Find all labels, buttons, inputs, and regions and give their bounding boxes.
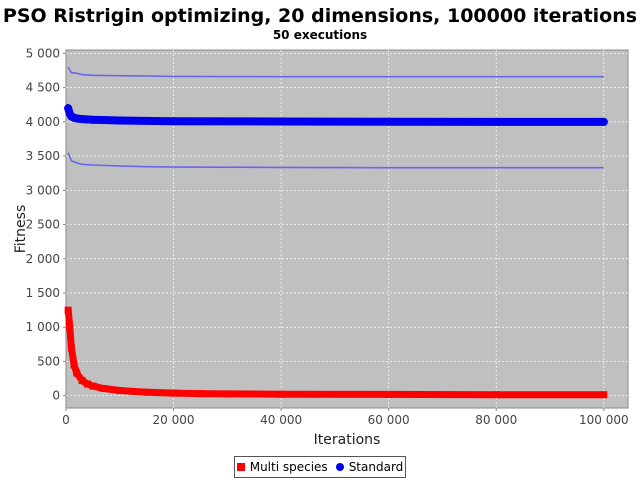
y-tick-label: 1 500 bbox=[26, 286, 60, 300]
chart-title: PSO Ristrigin optimizing, 20 dimensions,… bbox=[3, 5, 637, 27]
data-point-standard bbox=[78, 115, 87, 124]
plot-area bbox=[65, 49, 629, 409]
data-point-multi-species bbox=[223, 390, 231, 398]
data-point-multi-species bbox=[492, 391, 500, 399]
data-point-standard bbox=[169, 117, 178, 126]
data-point-multi-species bbox=[89, 382, 97, 390]
data-point-multi-species bbox=[67, 344, 75, 352]
data-point-standard bbox=[115, 116, 124, 125]
y-tick-label: 5 000 bbox=[26, 46, 60, 60]
x-tick-label: 40 000 bbox=[260, 413, 302, 427]
legend-item-multi-species: Multi species bbox=[236, 460, 328, 474]
y-tick-label: 3 500 bbox=[26, 149, 60, 163]
data-point-multi-species bbox=[73, 369, 81, 377]
x-tick-label: 0 bbox=[62, 413, 70, 427]
data-point-multi-species bbox=[600, 391, 608, 399]
data-point-standard bbox=[384, 117, 393, 126]
red-square-icon bbox=[236, 463, 245, 471]
data-point-multi-species bbox=[64, 306, 72, 314]
data-point-standard bbox=[492, 117, 501, 126]
data-point-standard bbox=[599, 117, 608, 126]
y-axis-label: Fitness bbox=[13, 205, 29, 254]
y-tick-label: 2 500 bbox=[26, 218, 60, 232]
x-tick-label: 80 000 bbox=[475, 413, 517, 427]
data-point-standard bbox=[277, 117, 286, 126]
y-tick-label: 1 000 bbox=[26, 320, 60, 334]
data-point-multi-species bbox=[100, 384, 108, 392]
legend-label-standard: Standard bbox=[348, 460, 404, 474]
bound-line bbox=[67, 66, 604, 78]
y-tick-label: 3 000 bbox=[26, 183, 60, 197]
y-tick-label: 2 000 bbox=[26, 252, 60, 266]
x-tick-label: 60 000 bbox=[368, 413, 410, 427]
data-point-multi-species bbox=[66, 323, 74, 331]
series-layer bbox=[64, 66, 608, 399]
bound-line bbox=[67, 152, 604, 169]
legend-label-multi-species: Multi species bbox=[249, 460, 328, 474]
y-tick-label: 0 bbox=[52, 389, 60, 403]
chart-subtitle: 50 executions bbox=[273, 28, 367, 42]
y-tick-label: 4 500 bbox=[26, 81, 60, 95]
x-axis-label: Iterations bbox=[314, 432, 381, 448]
data-point-multi-species bbox=[143, 388, 151, 396]
data-point-multi-species bbox=[78, 377, 86, 385]
data-point-multi-species bbox=[385, 390, 393, 398]
blue-circle-icon bbox=[335, 463, 344, 471]
data-point-multi-species bbox=[170, 389, 178, 397]
data-point-multi-species bbox=[84, 380, 92, 388]
data-point-standard bbox=[88, 115, 97, 124]
x-tick-label: 100 000 bbox=[579, 413, 629, 427]
data-point-multi-species bbox=[70, 361, 78, 369]
y-tick-label: 4 000 bbox=[26, 115, 60, 129]
axis-ticks: 0 20 000 40 000 60 000 80 000 100 000 0 500 1 00… bbox=[26, 46, 629, 427]
data-point-multi-species bbox=[116, 387, 124, 395]
y-tick-label: 500 bbox=[37, 354, 60, 368]
x-tick-label: 20 000 bbox=[153, 413, 195, 427]
legend-item-standard: Standard bbox=[335, 460, 404, 474]
legend: Multi species Standard bbox=[234, 456, 406, 478]
data-point-multi-species bbox=[196, 390, 204, 398]
data-point-multi-species bbox=[277, 390, 285, 398]
